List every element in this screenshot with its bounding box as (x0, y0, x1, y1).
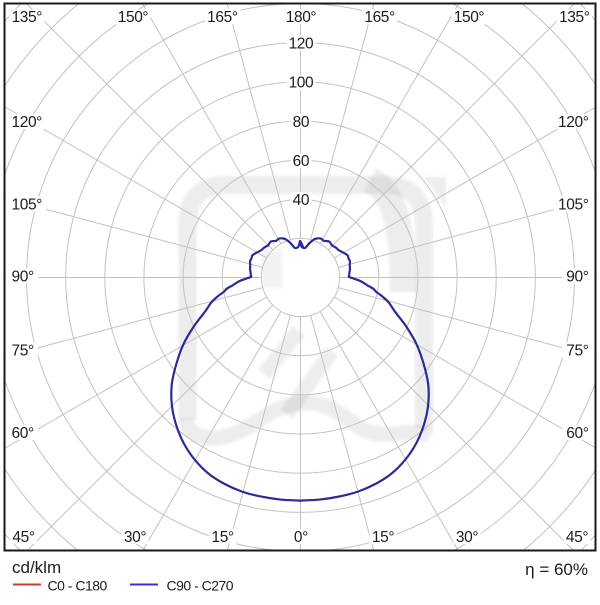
svg-text:150°: 150° (454, 9, 485, 26)
svg-text:120: 120 (289, 36, 314, 53)
svg-text:40: 40 (293, 192, 310, 209)
svg-text:75°: 75° (12, 342, 34, 359)
svg-text:cd/klm: cd/klm (12, 558, 61, 577)
svg-text:90°: 90° (566, 268, 588, 285)
svg-text:60: 60 (293, 153, 310, 170)
svg-text:η = 60%: η = 60% (525, 560, 588, 579)
svg-text:0°: 0° (294, 529, 308, 546)
svg-text:15°: 15° (372, 529, 394, 546)
svg-text:180°: 180° (286, 9, 317, 26)
svg-text:120°: 120° (558, 114, 589, 131)
svg-text:C0 - C180: C0 - C180 (48, 578, 108, 594)
svg-text:60°: 60° (566, 425, 588, 442)
svg-text:165°: 165° (364, 9, 395, 26)
svg-text:165°: 165° (207, 9, 238, 26)
svg-text:105°: 105° (558, 196, 589, 213)
svg-text:45°: 45° (566, 529, 588, 546)
svg-text:30°: 30° (456, 529, 478, 546)
svg-text:105°: 105° (12, 196, 43, 213)
svg-text:75°: 75° (566, 342, 588, 359)
svg-text:150°: 150° (118, 9, 149, 26)
svg-text:135°: 135° (559, 9, 590, 26)
svg-text:45°: 45° (12, 529, 34, 546)
svg-text:100: 100 (289, 75, 314, 92)
svg-text:80: 80 (293, 114, 310, 131)
svg-text:120°: 120° (12, 114, 43, 131)
svg-text:135°: 135° (12, 9, 43, 26)
svg-text:30°: 30° (124, 529, 146, 546)
svg-text:C90 - C270: C90 - C270 (167, 578, 234, 594)
svg-text:90°: 90° (12, 268, 34, 285)
svg-text:60°: 60° (12, 425, 34, 442)
svg-text:15°: 15° (211, 529, 233, 546)
